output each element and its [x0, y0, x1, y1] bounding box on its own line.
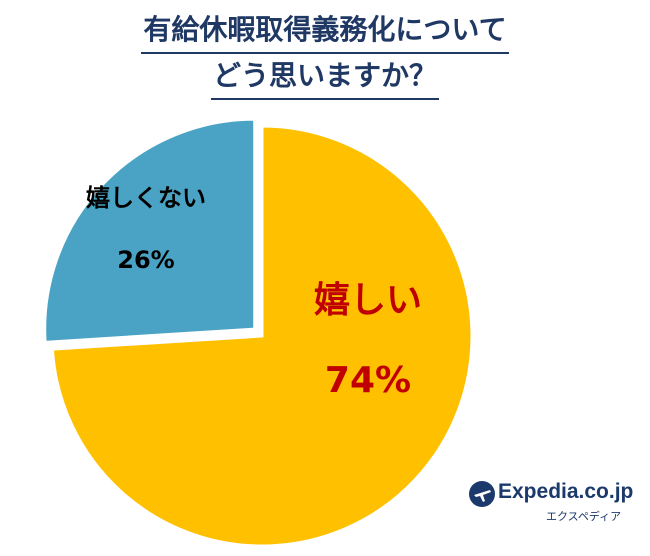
pie-slice-1 — [50, 124, 474, 548]
slice-value-1: 74% — [325, 360, 411, 401]
logo-wordmark: Expedia.co.jp — [498, 480, 634, 503]
slice-label-1: 嬉しい — [314, 280, 422, 321]
pie-slice-2 — [43, 117, 257, 344]
slice-value-2: 26% — [117, 246, 174, 274]
pie-labels: 嬉しい 74% 嬉しくない 26% — [86, 184, 422, 401]
title-line-2: どう思いますか？ — [210, 54, 439, 100]
expedia-logo: Expedia.co.jp エクスペディア — [468, 480, 643, 540]
pie-slices — [43, 117, 474, 548]
title-line-1: 有給休暇取得義務化について — [141, 8, 509, 54]
airplane-globe-icon — [469, 481, 495, 507]
slice-label-2: 嬉しくない — [86, 184, 206, 212]
logo-subtitle: エクスペディア — [546, 510, 622, 523]
chart-title: 有給休暇取得義務化について どう思いますか？ — [0, 8, 650, 100]
